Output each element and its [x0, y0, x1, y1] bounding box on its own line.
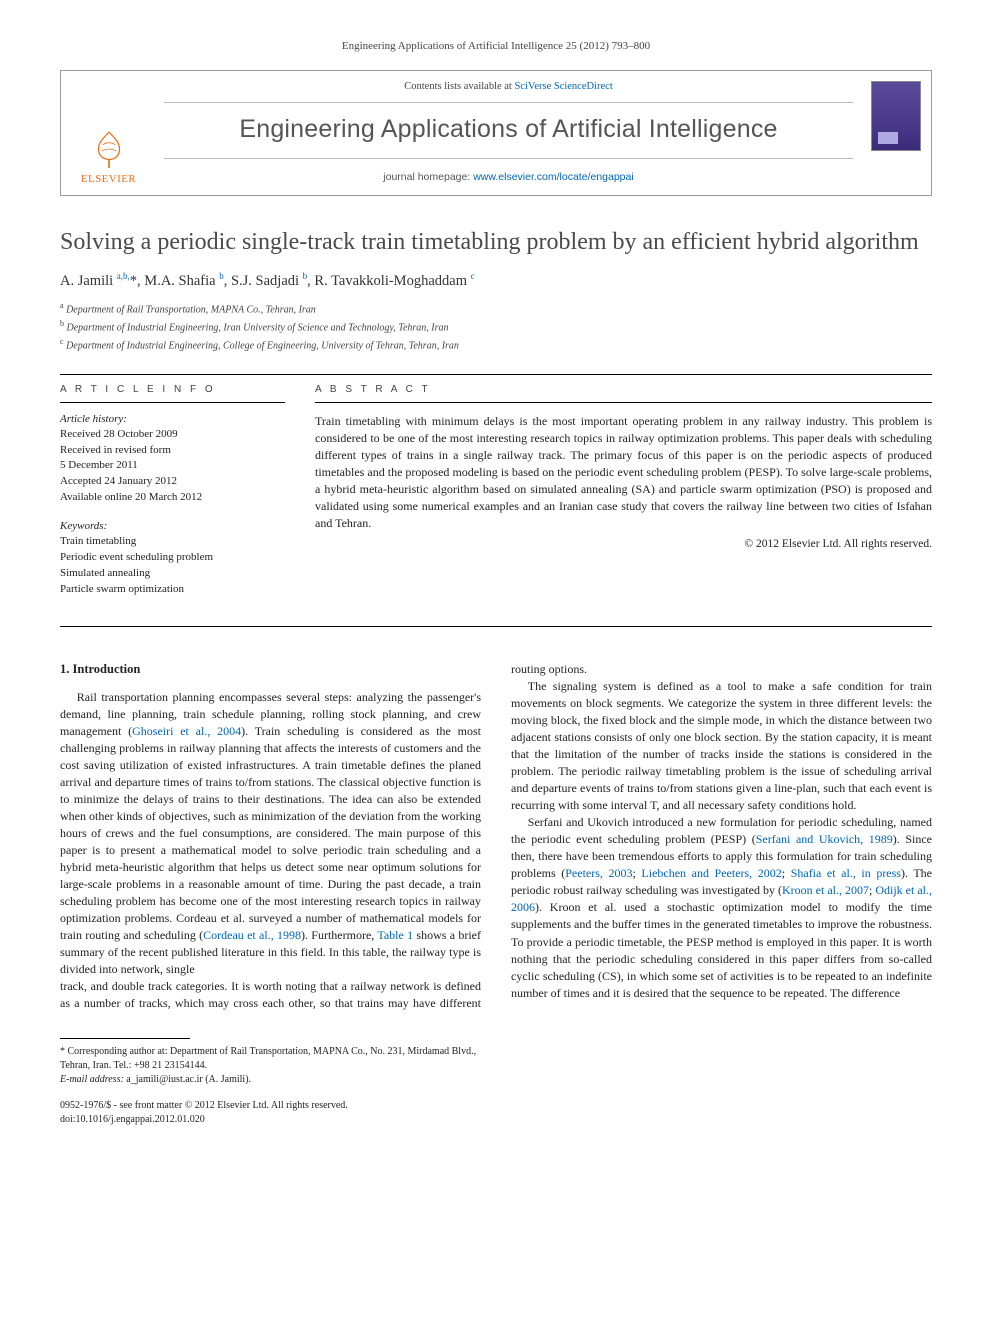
keywords-lines: Train timetablingPeriodic event scheduli…: [60, 534, 285, 598]
affiliation-b: b Department of Industrial Engineering, …: [60, 318, 932, 336]
contents-line: Contents lists available at SciVerse Sci…: [164, 81, 853, 92]
article-info-col: A R T I C L E I N F O Article history: R…: [60, 375, 285, 598]
elsevier-tree-icon: [88, 128, 130, 170]
article-title: Solving a periodic single-track train ti…: [60, 228, 932, 257]
history-lines: Received 28 October 2009Received in revi…: [60, 427, 285, 507]
affiliation-a: a Department of Rail Transportation, MAP…: [60, 300, 932, 318]
homepage-prefix: journal homepage:: [383, 171, 473, 183]
email-line: E-mail address: a_jamili@iust.ac.ir (A. …: [60, 1073, 479, 1087]
body-p1: Rail transportation planning encompasses…: [60, 689, 481, 979]
issn-line: 0952-1976/$ - see front matter © 2012 El…: [60, 1099, 932, 1113]
authors-line: A. Jamili a,b,*, M.A. Shafia b, S.J. Sad…: [60, 271, 932, 290]
keywords-head: Keywords:: [60, 520, 285, 532]
homepage-line: journal homepage: www.elsevier.com/locat…: [164, 171, 853, 183]
abstract-copyright: © 2012 Elsevier Ltd. All rights reserved…: [315, 538, 932, 550]
front-matter: 0952-1976/$ - see front matter © 2012 El…: [60, 1099, 932, 1127]
masthead: ELSEVIER Contents lists available at Sci…: [60, 70, 932, 196]
abstract-label: A B S T R A C T: [315, 375, 932, 403]
affiliation-c: c Department of Industrial Engineering, …: [60, 336, 932, 354]
publisher-name: ELSEVIER: [81, 173, 136, 185]
email-label: E-mail address:: [60, 1074, 124, 1085]
section-heading: 1. Introduction: [60, 661, 481, 679]
body-p3: The signaling system is defined as a too…: [511, 678, 932, 814]
article-info-label: A R T I C L E I N F O: [60, 375, 285, 403]
footnotes: * Corresponding author at: Department of…: [60, 1045, 479, 1087]
sciencedirect-link[interactable]: SciVerse ScienceDirect: [514, 81, 612, 92]
affiliations: a Department of Rail Transportation, MAP…: [60, 300, 932, 353]
publisher-logo-col: ELSEVIER: [61, 71, 156, 195]
abstract-col: A B S T R A C T Train timetabling with m…: [315, 375, 932, 598]
history-head: Article history:: [60, 413, 285, 425]
abstract-text: Train timetabling with minimum delays is…: [315, 413, 932, 532]
homepage-link[interactable]: www.elsevier.com/locate/engappai: [473, 171, 634, 183]
body-columns: 1. Introduction Rail transportation plan…: [60, 661, 932, 1012]
email-address: a_jamili@iust.ac.ir (A. Jamili).: [126, 1074, 251, 1085]
journal-reference: Engineering Applications of Artificial I…: [60, 40, 932, 52]
body-p4: Serfani and Ukovich introduced a new for…: [511, 814, 932, 1001]
journal-cover-thumb: [871, 81, 921, 151]
cover-thumb-col: [861, 71, 931, 195]
corresponding-author: * Corresponding author at: Department of…: [60, 1045, 479, 1073]
contents-prefix: Contents lists available at: [404, 81, 514, 92]
doi-line: doi:10.1016/j.engappai.2012.01.020: [60, 1113, 932, 1127]
journal-name: Engineering Applications of Artificial I…: [164, 115, 853, 144]
